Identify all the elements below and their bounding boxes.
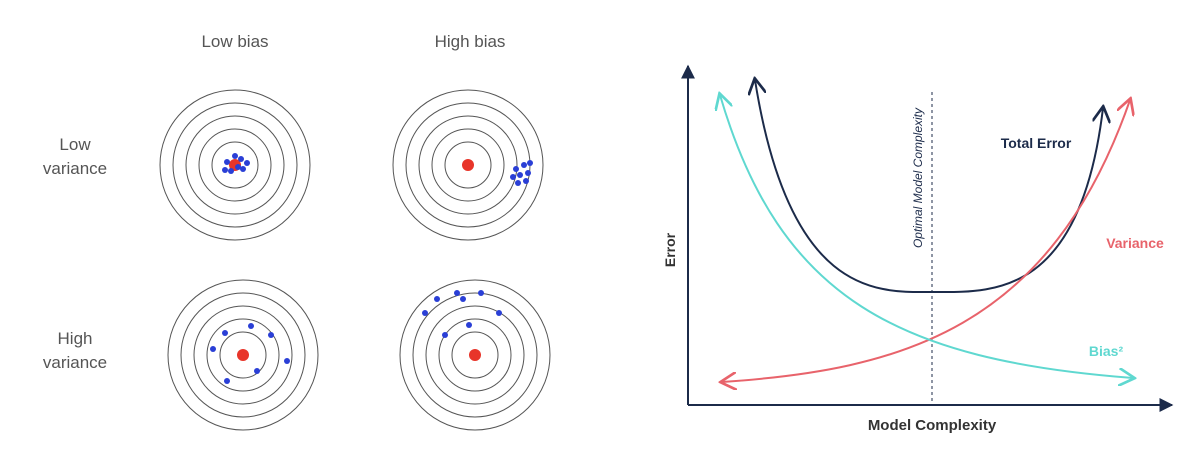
shot (244, 160, 250, 166)
shot (527, 160, 533, 166)
shot (235, 164, 241, 170)
shot (442, 332, 448, 338)
shot (513, 166, 519, 172)
bullseye (469, 349, 481, 361)
shot (515, 180, 521, 186)
shot (517, 172, 523, 178)
shot (222, 167, 228, 173)
shot (248, 323, 254, 329)
bullseye (462, 159, 474, 171)
optimum-label: Optimal Model Complexity (911, 107, 925, 248)
bias-curve (720, 95, 1133, 378)
shot (521, 162, 527, 168)
shot (254, 368, 260, 374)
shot (434, 296, 440, 302)
shot (224, 159, 230, 165)
shot (210, 346, 216, 352)
shot (460, 296, 466, 302)
bullseye (237, 349, 249, 361)
shot (238, 156, 244, 162)
bias-label: Bias² (1089, 343, 1124, 359)
y-axis-label: Error (662, 232, 678, 267)
targets (159, 89, 551, 431)
row-label: Low variance (42, 135, 108, 178)
shot (232, 153, 238, 159)
variance-label: Variance (1106, 235, 1164, 251)
shot (284, 358, 290, 364)
shot (454, 290, 460, 296)
shot (240, 166, 246, 172)
shot (525, 170, 531, 176)
total-error-label: Total Error (1001, 135, 1072, 151)
shot (268, 332, 274, 338)
row-label: High variance (42, 329, 108, 372)
shot (422, 310, 428, 316)
shot (222, 330, 228, 336)
shot (224, 378, 230, 384)
shot (510, 174, 516, 180)
x-axis-label: Model Complexity (868, 417, 997, 434)
shot (478, 290, 484, 296)
column-label: Low bias (201, 32, 269, 51)
column-label: High bias (434, 32, 506, 51)
shot (466, 322, 472, 328)
shot (228, 168, 234, 174)
shot (523, 178, 529, 184)
shot (496, 310, 502, 316)
